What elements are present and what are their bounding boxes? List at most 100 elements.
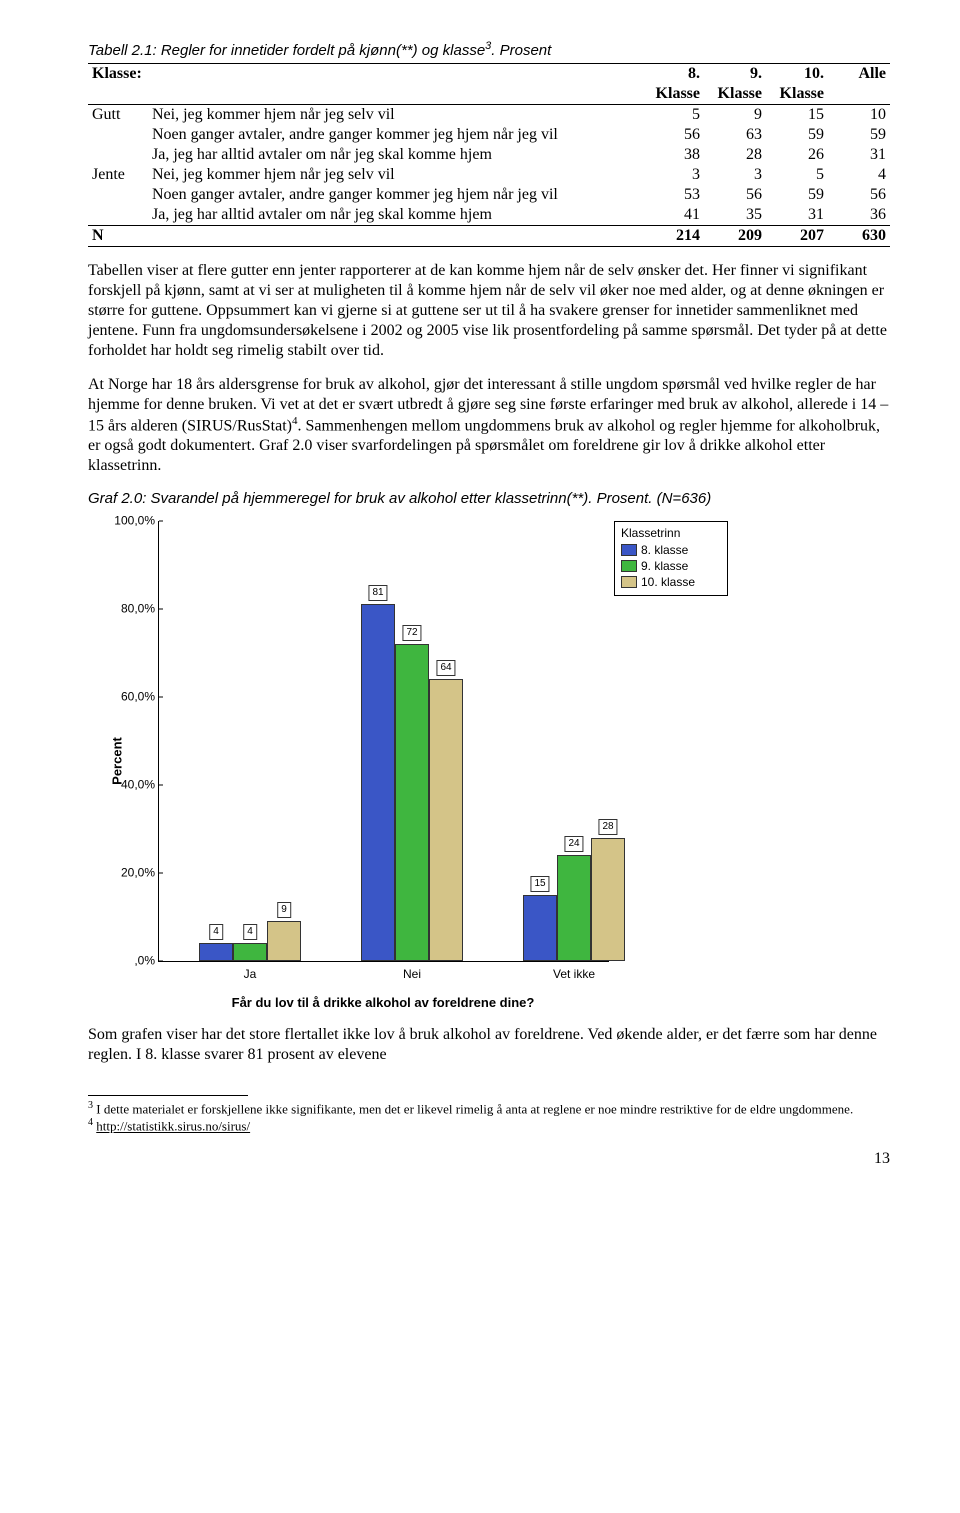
rules-table: Klasse: 8. 9. 10. Alle Klasse Klasse Kla… [88,63,890,247]
body-paragraph-1: Tabellen viser at flere gutter enn jente… [88,261,890,361]
chart-bar: 81 [361,604,395,960]
chart-bar: 15 [523,895,557,961]
bar-value-label: 4 [209,924,223,940]
table-row: JenteNei, jeg kommer hjem når jeg selv v… [88,165,890,185]
cell-value: 5 [766,165,828,185]
cell-value: 63 [704,125,766,145]
row-label: Ja, jeg har alltid avtaler om når jeg sk… [148,145,642,165]
hdr-alle: Alle [828,63,890,84]
hdr-9b: Klasse [704,84,766,105]
total-v2: 207 [766,225,828,246]
hdr-9a: 9. [704,63,766,84]
chart-bar: 72 [395,644,429,961]
fn3-text: I dette materialet er forskjellene ikke … [93,1101,853,1116]
cell-value: 3 [704,165,766,185]
bar-value-label: 24 [564,836,583,852]
cell-value: 31 [828,145,890,165]
hdr-8a: 8. [642,63,704,84]
total-v3: 630 [828,225,890,246]
table-header-row1: Klasse: 8. 9. 10. Alle [88,63,890,84]
bar-value-label: 28 [598,819,617,835]
y-tick: ,0% [134,953,159,968]
x-tick-label: Ja [244,961,257,982]
legend-swatch [621,576,637,588]
chart-title: Graf 2.0: Svarandel på hjemmeregel for b… [88,490,890,509]
table-header-row2: Klasse Klasse Klasse [88,84,890,105]
bar-chart: Percent ,0%20,0%40,0%60,0%80,0%100,0%449… [88,511,728,1011]
cell-value: 10 [828,104,890,125]
row-label: Nei, jeg kommer hjem når jeg selv vil [148,165,642,185]
hdr-8b: Klasse [642,84,704,105]
table-title-main: Tabell 2.1: Regler for innetider fordelt… [88,42,485,59]
y-tick: 60,0% [121,689,159,704]
cell-value: 5 [642,104,704,125]
page-number: 13 [88,1149,890,1169]
cell-value: 15 [766,104,828,125]
fn4-marker: 4 [88,1117,93,1128]
bar-value-label: 64 [436,660,455,676]
cell-value: 56 [642,125,704,145]
y-tick: 20,0% [121,865,159,880]
legend-item: 10. klasse [621,575,721,590]
total-v0: 214 [642,225,704,246]
x-axis-label: Får du lov til å drikke alkohol av forel… [158,995,608,1011]
cell-value: 38 [642,145,704,165]
cell-value: 59 [766,125,828,145]
y-tick: 100,0% [114,513,159,528]
table-row: Ja, jeg har alltid avtaler om når jeg sk… [88,205,890,226]
hdr-10b: Klasse [766,84,828,105]
legend-label: 9. klasse [641,559,688,574]
fn4-link[interactable]: http://statistikk.sirus.no/sirus/ [96,1119,250,1134]
chart-bar: 64 [429,679,463,961]
total-label: N [88,225,642,246]
y-tick: 80,0% [121,601,159,616]
footnote-4: 4 http://statistikk.sirus.no/sirus/ [88,1117,890,1135]
legend-label: 10. klasse [641,575,695,590]
table-row: GuttNei, jeg kommer hjem når jeg selv vi… [88,104,890,125]
hdr-10a: 10. [766,63,828,84]
x-tick-label: Vet ikke [553,961,595,982]
body-paragraph-2: At Norge har 18 års aldersgrense for bru… [88,375,890,476]
cell-value: 56 [828,185,890,205]
legend-swatch [621,544,637,556]
chart-bar: 4 [199,943,233,961]
cell-value: 41 [642,205,704,226]
cell-value: 28 [704,145,766,165]
group-label: Jente [88,165,148,226]
table-row: Noen ganger avtaler, andre ganger kommer… [88,185,890,205]
x-tick-label: Nei [403,961,421,982]
chart-bar: 4 [233,943,267,961]
chart-bar: 28 [591,838,625,961]
chart-bar: 9 [267,921,301,961]
cell-value: 59 [766,185,828,205]
total-v1: 209 [704,225,766,246]
legend-item: 9. klasse [621,559,721,574]
row-label: Noen ganger avtaler, andre ganger kommer… [148,185,642,205]
y-tick: 40,0% [121,777,159,792]
table-row: Ja, jeg har alltid avtaler om når jeg sk… [88,145,890,165]
cell-value: 3 [642,165,704,185]
table-row: Noen ganger avtaler, andre ganger kommer… [88,125,890,145]
cell-value: 31 [766,205,828,226]
bar-value-label: 81 [368,585,387,601]
table-title: Tabell 2.1: Regler for innetider fordelt… [88,40,890,61]
bar-value-label: 72 [402,625,421,641]
row-label: Ja, jeg har alltid avtaler om når jeg sk… [148,205,642,226]
cell-value: 9 [704,104,766,125]
chart-bar: 24 [557,855,591,961]
legend-item: 8. klasse [621,543,721,558]
table-title-suffix: . Prosent [491,42,551,59]
body-paragraph-3: Som grafen viser har det store flertalle… [88,1025,890,1065]
cell-value: 4 [828,165,890,185]
bar-value-label: 9 [277,902,291,918]
footnote-3: 3 I dette materialet er forskjellene ikk… [88,1100,890,1118]
bar-value-label: 15 [530,876,549,892]
cell-value: 36 [828,205,890,226]
cell-value: 35 [704,205,766,226]
group-label: Gutt [88,104,148,165]
legend-label: 8. klasse [641,543,688,558]
cell-value: 26 [766,145,828,165]
chart-legend: Klassetrinn 8. klasse9. klasse10. klasse [614,521,728,596]
cell-value: 53 [642,185,704,205]
cell-value: 59 [828,125,890,145]
